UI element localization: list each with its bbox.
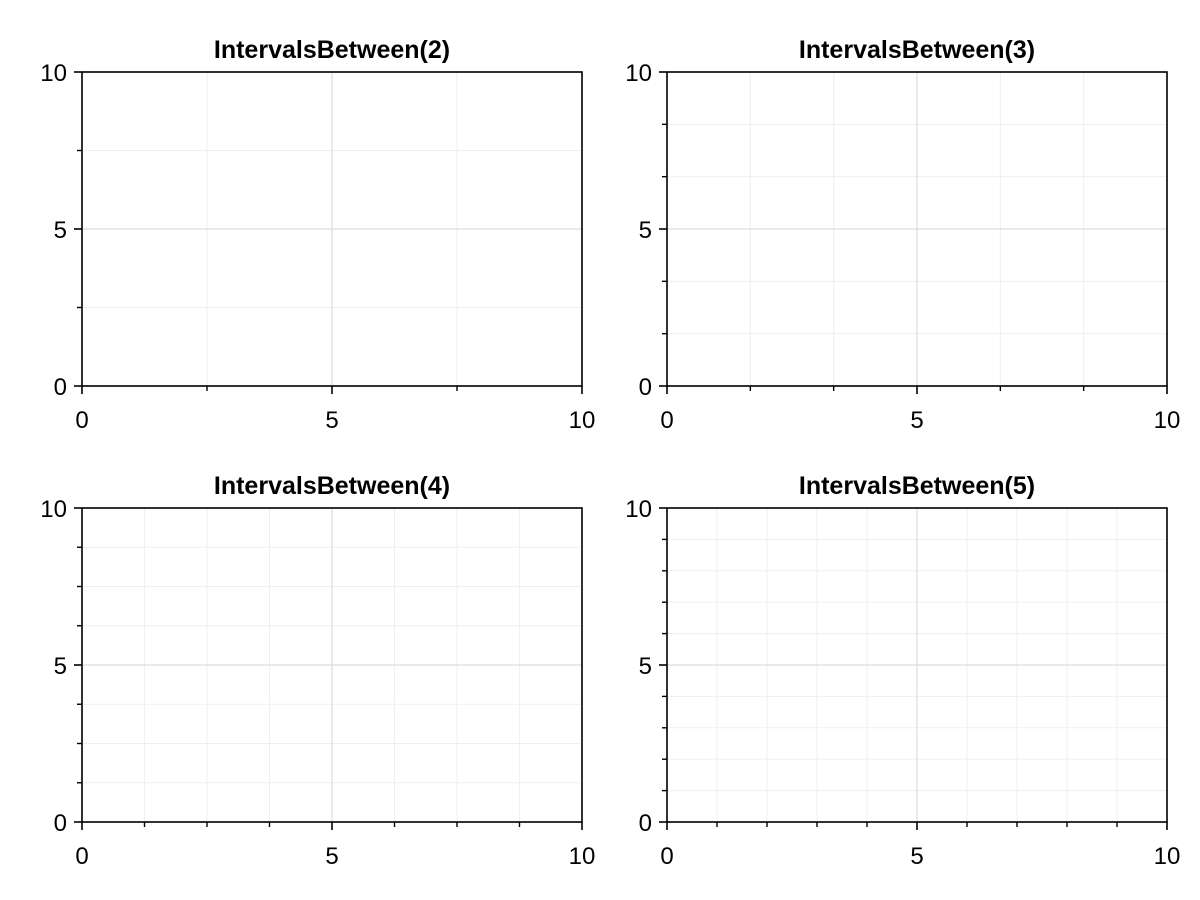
y-tick-label: 0 [639, 374, 652, 401]
x-tick-label: 10 [569, 843, 596, 870]
y-tick-label: 5 [54, 653, 67, 680]
x-tick-label: 5 [325, 843, 338, 870]
panel-title: IntervalsBetween(2) [214, 36, 450, 64]
x-tick-label: 0 [660, 843, 673, 870]
y-tick-label: 0 [54, 810, 67, 837]
x-tick-label: 10 [1154, 843, 1181, 870]
y-tick-label: 10 [40, 60, 67, 87]
y-tick-label: 5 [639, 653, 652, 680]
y-tick-label: 10 [40, 496, 67, 523]
x-tick-label: 5 [325, 407, 338, 434]
x-tick-label: 10 [569, 407, 596, 434]
y-tick-label: 0 [639, 810, 652, 837]
chart-panel-3: 0 5 10 0 5 10 IntervalsBetween(4) [40, 472, 595, 870]
y-tick-label: 0 [54, 374, 67, 401]
panel-title: IntervalsBetween(4) [214, 472, 450, 500]
chart-panel-1: 0 5 10 0 5 10 IntervalsBetween(2) [40, 36, 595, 434]
y-tick-label: 5 [639, 217, 652, 244]
y-tick-label: 5 [54, 217, 67, 244]
panel-title: IntervalsBetween(3) [799, 36, 1035, 64]
x-tick-label: 0 [75, 407, 88, 434]
y-tick-label: 10 [625, 60, 652, 87]
panel-title: IntervalsBetween(5) [799, 472, 1035, 500]
x-tick-label: 5 [910, 843, 923, 870]
chart-panel-4: 0 5 10 0 5 10 IntervalsBetween(5) [625, 472, 1180, 870]
x-tick-label: 0 [660, 407, 673, 434]
y-tick-label: 10 [625, 496, 652, 523]
x-tick-label: 5 [910, 407, 923, 434]
x-tick-label: 0 [75, 843, 88, 870]
x-tick-label: 10 [1154, 407, 1181, 434]
chart-panel-2: 0 5 10 0 5 10 IntervalsBetween(3) [625, 36, 1180, 434]
